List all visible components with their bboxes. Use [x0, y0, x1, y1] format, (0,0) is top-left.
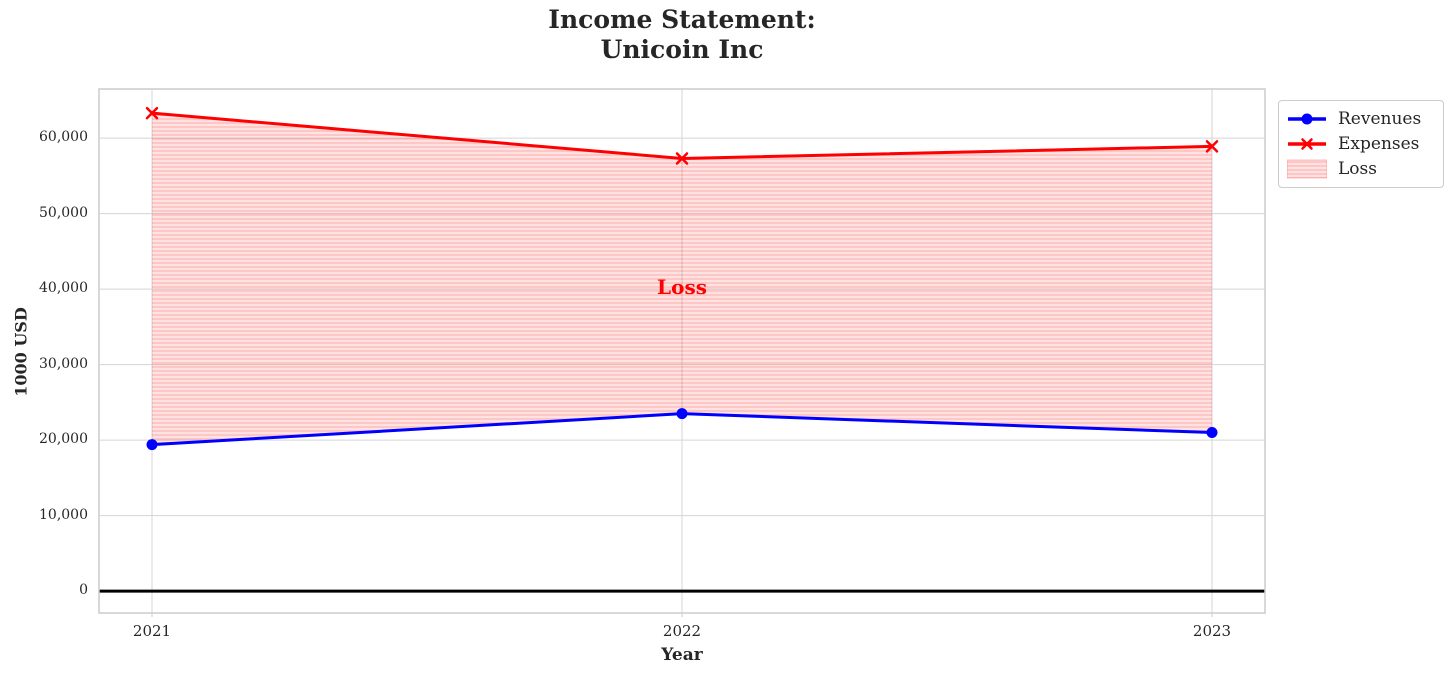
legend-label-expenses: Expenses: [1338, 134, 1420, 154]
x-tick-label: 2023: [1192, 622, 1232, 640]
legend-item-expenses: Expenses: [1287, 132, 1435, 156]
legend-label-revenues: Revenues: [1338, 109, 1422, 129]
x-marker: [145, 106, 159, 120]
x-tick-label: 2021: [132, 622, 172, 640]
y-tick-label: 40,000: [39, 280, 88, 297]
loss-annotation: Loss: [657, 274, 707, 299]
x-tick-label: 2022: [662, 622, 702, 640]
loss-area: [152, 113, 1212, 445]
x-marker: [675, 152, 689, 165]
y-tick-label: 30,000: [39, 355, 88, 372]
x-axis-label: Year: [661, 645, 703, 665]
legend-label-loss: Loss: [1338, 159, 1377, 179]
y-tick-label: 60,000: [39, 129, 88, 146]
chart-title: Income Statement: Unicoin Inc: [548, 5, 816, 64]
circle-marker: [146, 439, 158, 451]
loss-patch-icon: [1287, 159, 1327, 179]
y-tick-label: 10,000: [39, 506, 88, 523]
y-tick-label: 20,000: [39, 431, 88, 448]
y-tick-label: 0: [79, 582, 88, 599]
plot-frame: [98, 88, 1266, 614]
y-tick-label: 50,000: [39, 204, 88, 221]
legend-item-revenues: Revenues: [1287, 107, 1435, 131]
revenues-line-icon: [1287, 109, 1327, 129]
legend-item-loss: Loss: [1287, 157, 1435, 181]
expenses-line-icon: [1287, 134, 1327, 154]
circle-marker: [676, 408, 688, 420]
circle-marker: [1206, 427, 1218, 439]
x-marker: [1205, 140, 1219, 153]
legend: Revenues Expenses Loss: [1278, 100, 1444, 188]
